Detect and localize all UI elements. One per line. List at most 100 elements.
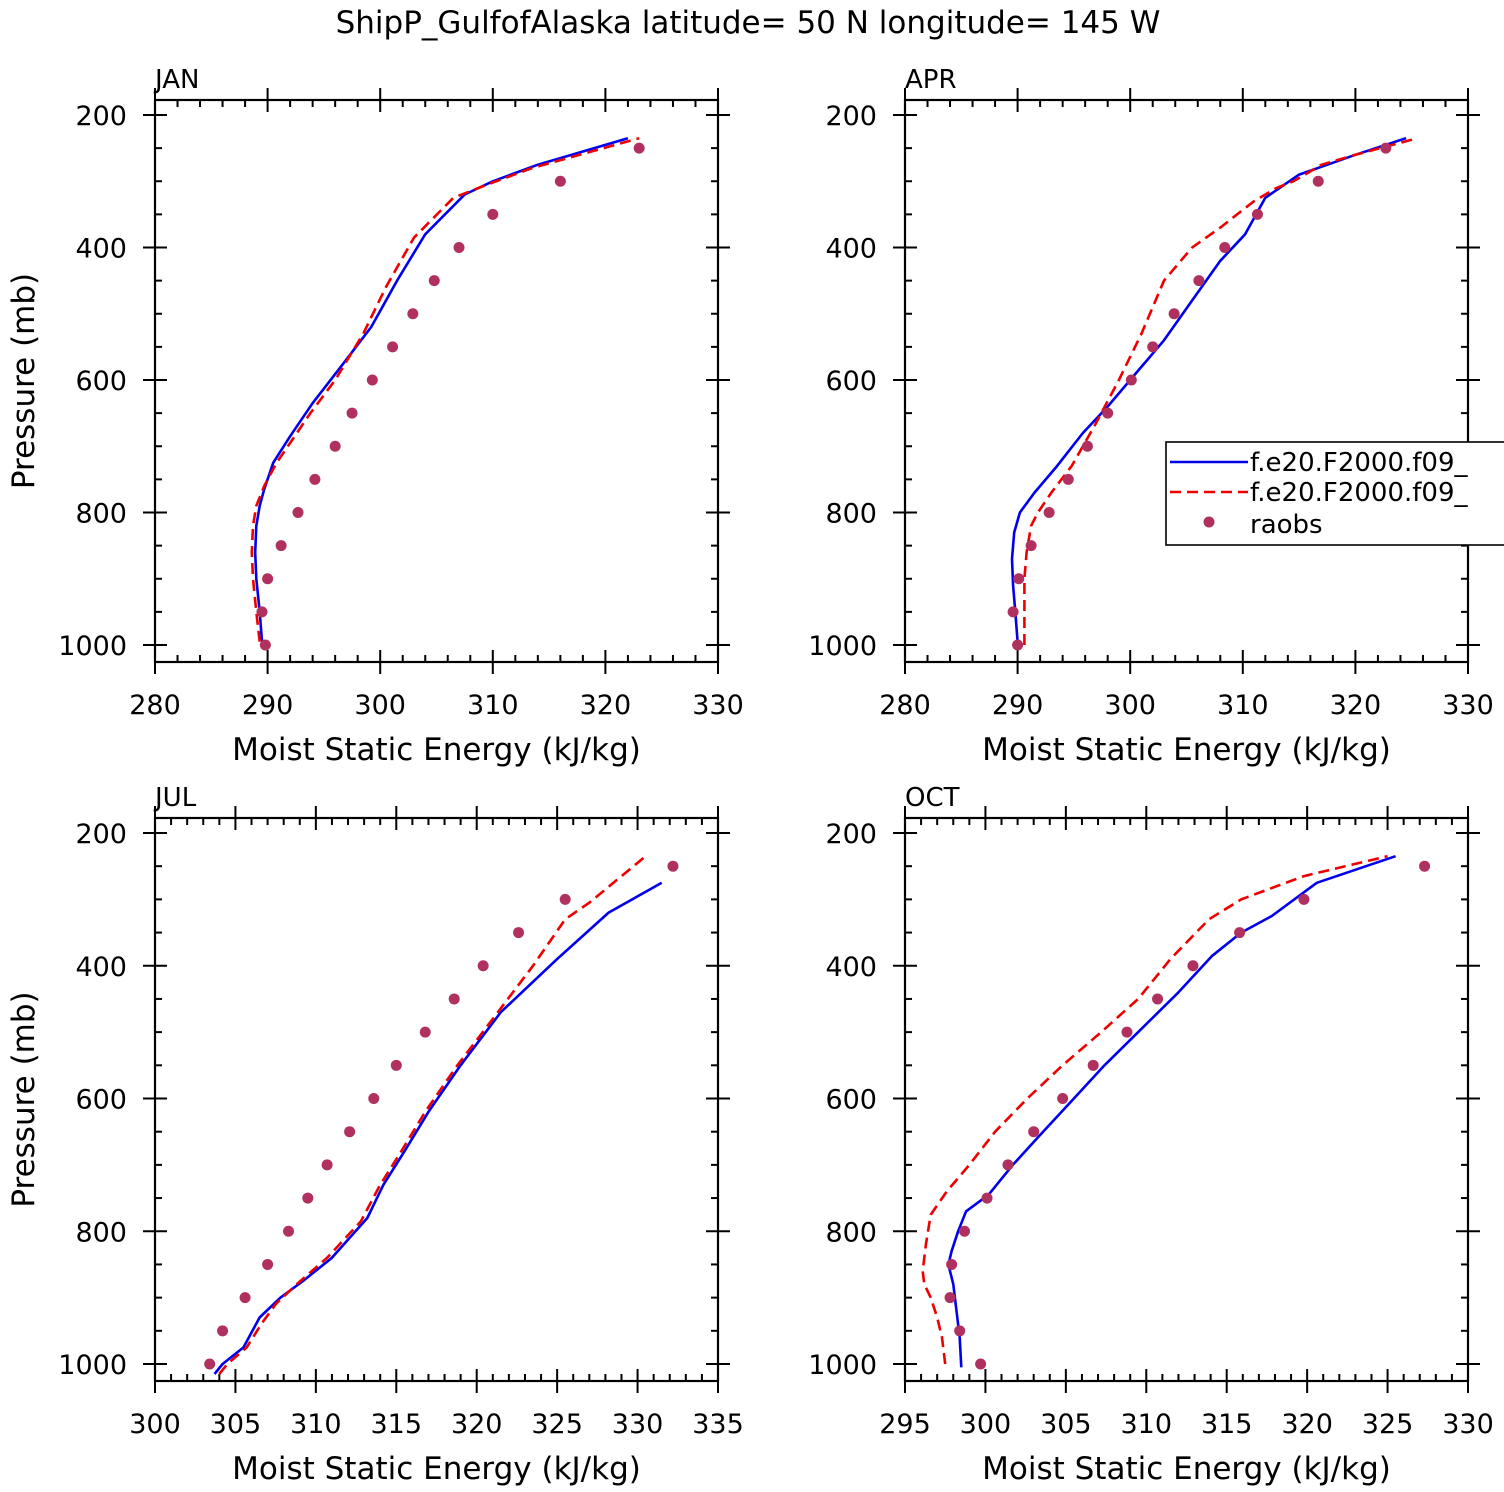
raobs-point: [1312, 175, 1324, 187]
raobs-point: [1419, 860, 1431, 872]
plot-frame: [903, 98, 1470, 664]
raobs-point: [275, 540, 287, 552]
x-axis-label: Moist Static Energy (kJ/kg): [982, 1451, 1391, 1487]
raobs-point: [448, 993, 460, 1005]
raobs-point: [407, 308, 419, 320]
x-tick-label: 315: [1201, 1409, 1253, 1440]
raobs-point: [453, 242, 465, 253]
y-tick-label: 800: [75, 499, 127, 530]
x-tick-label: 295: [879, 1409, 931, 1440]
raobs-point: [262, 1258, 274, 1270]
x-tick-label: 280: [129, 690, 181, 721]
raobs-point: [1057, 1093, 1069, 1104]
raobs-point: [1187, 960, 1199, 972]
x-tick-label: 305: [210, 1409, 262, 1440]
raobs-point: [419, 1026, 431, 1038]
y-tick-label: 1000: [58, 1350, 127, 1381]
raobs-point: [1147, 341, 1159, 353]
x-tick-label: 300: [354, 690, 406, 721]
x-tick-label: 325: [1362, 1409, 1414, 1440]
x-axis-label: Moist Static Energy (kJ/kg): [982, 732, 1391, 768]
raobs-point: [1043, 507, 1055, 518]
y-tick-label: 600: [825, 366, 877, 397]
raobs-point: [283, 1225, 295, 1237]
raobs-point: [262, 573, 274, 585]
y-tick-label: 600: [825, 1085, 877, 1116]
raobs-point: [344, 1126, 356, 1138]
raobs-point: [1193, 275, 1205, 287]
raobs-point: [513, 927, 525, 939]
y-tick-label: 400: [825, 234, 877, 265]
x-tick-label: 305: [1040, 1409, 1092, 1440]
x-tick-label: 300: [129, 1409, 181, 1440]
plot-frame: [903, 816, 1470, 1383]
raobs-point: [390, 1059, 402, 1071]
raobs-point: [1062, 473, 1074, 485]
x-axis-label: Moist Static Energy (kJ/kg): [232, 732, 641, 768]
raobs-point: [217, 1325, 229, 1337]
x-tick-label: 310: [1121, 1409, 1173, 1440]
raobs-point: [204, 1358, 216, 1370]
raobs-point: [1025, 540, 1037, 552]
y-tick-label: 1000: [808, 1350, 877, 1381]
series-line-dashed: [921, 854, 1388, 1365]
x-tick-label: 280: [879, 690, 931, 721]
raobs-point: [946, 1258, 958, 1270]
panel-title: OCT: [905, 783, 960, 813]
raobs-point: [1168, 308, 1180, 320]
x-tick-label: 330: [692, 690, 744, 721]
series-line-dashed: [218, 855, 647, 1375]
legend-entry-solid: f.e20.F2000.f09_: [1250, 448, 1468, 478]
legend: f.e20.F2000.f09_ f.e20.F2000.f09_ raobs: [1165, 441, 1504, 546]
series-group: [213, 855, 663, 1375]
y-tick-label: 800: [825, 499, 877, 530]
y-axis-label: Pressure (mb): [6, 991, 42, 1207]
raobs-point: [428, 275, 440, 287]
series-line-solid: [213, 881, 663, 1375]
raobs-point: [1102, 407, 1114, 419]
x-tick-label: 290: [242, 690, 294, 721]
x-tick-label: 310: [290, 1409, 342, 1440]
raobs-point: [633, 142, 645, 154]
x-tick-label: 300: [1104, 690, 1156, 721]
raobs-point: [944, 1292, 956, 1304]
raobs-point: [559, 893, 571, 905]
plot-frame: [153, 98, 720, 664]
series-group: [921, 854, 1397, 1368]
raobs-point: [1012, 639, 1024, 651]
x-tick-label: 320: [1281, 1409, 1333, 1440]
x-tick-label: 330: [1442, 1409, 1494, 1440]
x-tick-label: 300: [960, 1409, 1012, 1440]
raobs-point: [1219, 242, 1231, 253]
y-tick-label: 1000: [58, 631, 127, 662]
series-line-solid: [253, 136, 629, 642]
raobs-point: [487, 208, 499, 220]
raobs-point: [368, 1093, 380, 1104]
raobs-point: [292, 507, 304, 518]
raobs-point: [366, 374, 378, 386]
raobs-point: [954, 1325, 966, 1337]
raobs-point: [256, 606, 268, 618]
raobs-point: [1007, 606, 1019, 618]
raobs-point: [1013, 573, 1025, 585]
panel-title: JUL: [153, 783, 197, 813]
x-tick-label: 335: [692, 1409, 744, 1440]
x-axis-label: Moist Static Energy (kJ/kg): [232, 1451, 641, 1487]
raobs-point: [975, 1358, 987, 1370]
series-group: [250, 136, 640, 642]
x-tick-label: 290: [992, 690, 1044, 721]
y-tick-label: 200: [75, 101, 127, 132]
raobs-point: [1234, 927, 1246, 939]
x-tick-label: 315: [371, 1409, 423, 1440]
raobs-point: [981, 1192, 993, 1204]
raobs-point: [1081, 440, 1093, 452]
panel-title: JAN: [153, 65, 199, 95]
series-line-dashed: [1023, 136, 1418, 645]
figure-title: ShipP_GulfofAlaska latitude= 50 N longit…: [336, 5, 1161, 41]
panel-title: APR: [905, 65, 957, 95]
legend-entry-dashed: f.e20.F2000.f09_: [1250, 478, 1468, 508]
